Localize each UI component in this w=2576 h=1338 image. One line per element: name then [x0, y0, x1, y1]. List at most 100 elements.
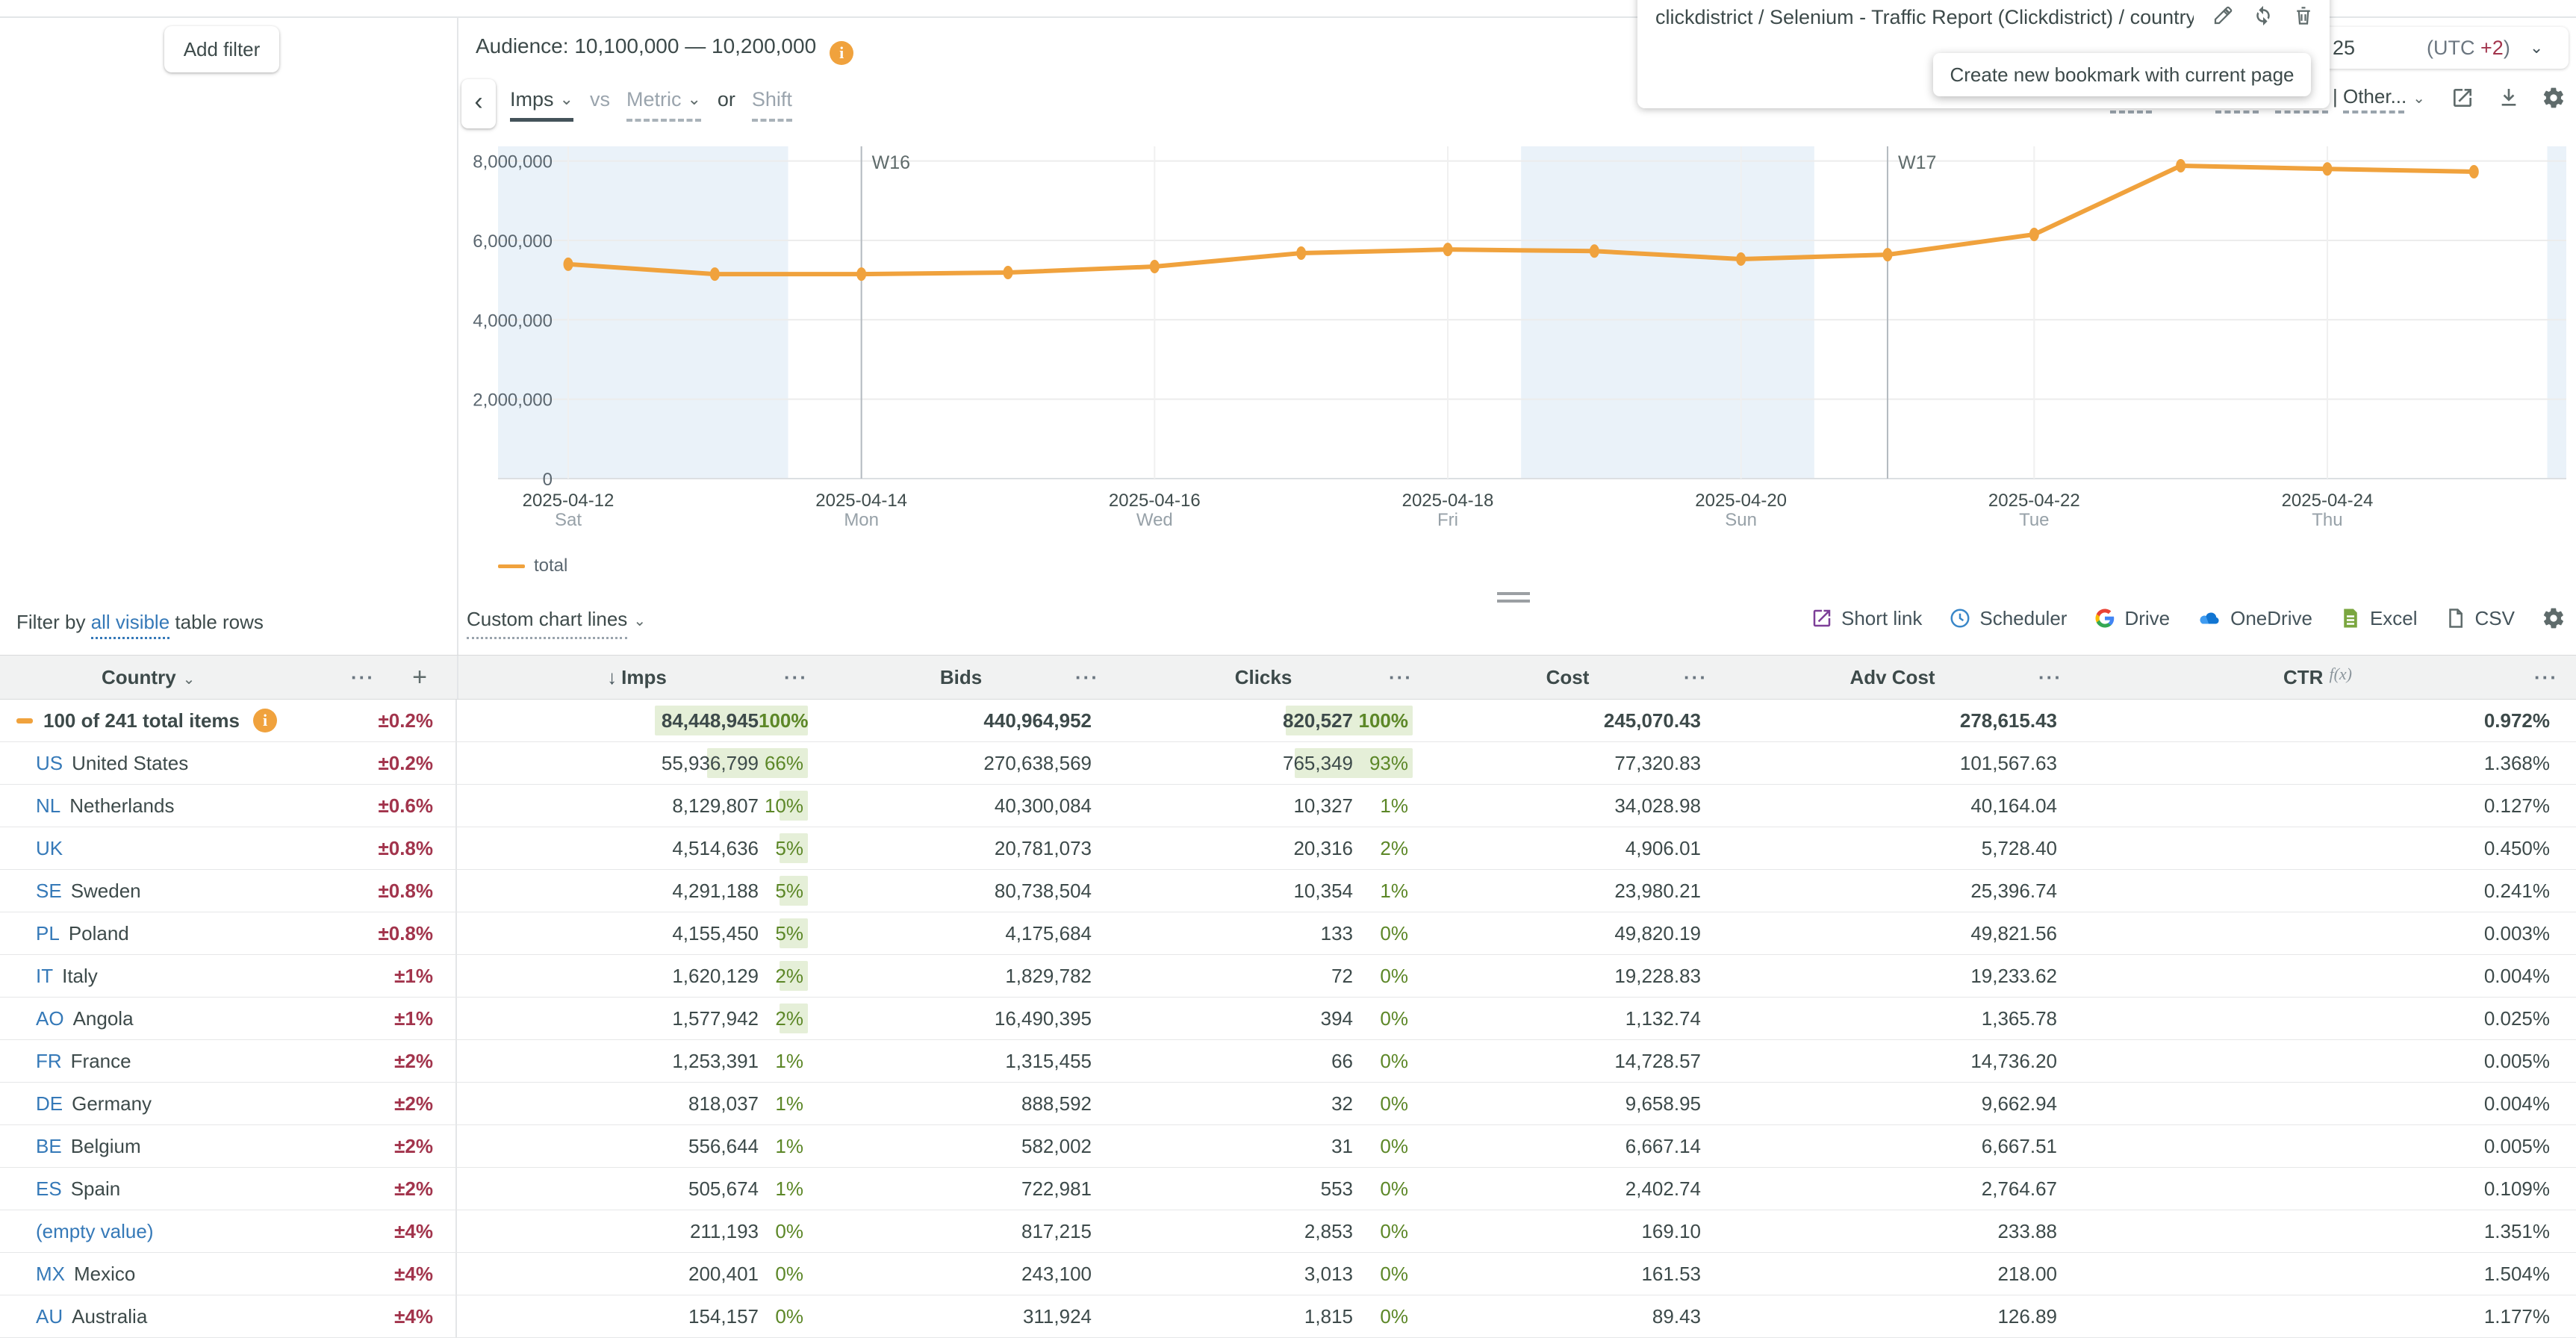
table-settings-button[interactable] [2542, 606, 2566, 630]
table-row[interactable]: FR France ±2% 1,253,391 1% 1,315,455 66 0% 14,72… [0, 1040, 2576, 1083]
data-point[interactable] [2029, 227, 2039, 241]
cell-country[interactable]: PL Poland ±0.8% [0, 912, 457, 954]
data-point[interactable] [563, 257, 573, 271]
edit-bookmark-button[interactable] [2212, 4, 2234, 31]
data-point[interactable] [1443, 243, 1453, 257]
imps-column-menu[interactable]: ··· [784, 665, 808, 688]
column-header-cost[interactable]: Cost ··· [1546, 665, 1708, 688]
table-row[interactable]: NL Netherlands ±0.6% 8,129,807 10% 40,300,084… [0, 785, 2576, 827]
chart-resize-handle[interactable] [1497, 592, 1530, 604]
data-point[interactable] [2468, 164, 2479, 178]
table-row[interactable]: MX Mexico ±4% 200,401 0% 243,100 3,013 0% 161.53… [0, 1253, 2576, 1295]
data-point[interactable] [1003, 266, 1013, 280]
column-header-ctr[interactable]: CTR f(x) ··· [2283, 664, 2558, 688]
table-row[interactable]: ES Spain ±2% 505,674 1% 722,981 553 0% 2,402.74 2… [0, 1168, 2576, 1210]
cell-country[interactable]: ES Spain ±2% [0, 1168, 457, 1210]
cell-clicks: 820,527 100% [1105, 700, 1419, 741]
table-row[interactable]: UK ±0.8% 4,514,636 5% 20,781,073 20,316 2% 4,90… [0, 827, 2576, 870]
cell-country[interactable]: BE Belgium ±2% [0, 1125, 457, 1167]
cell-cost: 169.10 [1641, 1219, 1701, 1242]
excel-export-button[interactable]: Excel [2339, 607, 2418, 630]
table-row[interactable]: BE Belgium ±2% 556,644 1% 582,002 31 0% 6,667.14… [0, 1125, 2576, 1168]
external-link-icon [1811, 607, 1833, 629]
clock-icon [1949, 607, 1971, 629]
cell-country[interactable]: UK ±0.8% [0, 827, 457, 869]
cell-country[interactable]: (empty value) ±4% [0, 1210, 457, 1252]
column-header-clicks[interactable]: Clicks ··· [1234, 665, 1413, 688]
google-drive-button[interactable]: Drive [2094, 607, 2170, 630]
bids-column-menu[interactable]: ··· [1075, 665, 1099, 688]
data-point[interactable] [856, 267, 867, 281]
tolerance-value: ±0.8% [378, 836, 433, 859]
column-header-bids[interactable]: Bids ··· [939, 665, 1099, 688]
country-column-menu[interactable]: ··· [351, 665, 375, 688]
series-line[interactable] [566, 163, 2477, 277]
table-row[interactable]: DE Germany ±2% 818,037 1% 888,592 32 0% 9,658.95… [0, 1083, 2576, 1125]
data-point[interactable] [1882, 248, 1893, 262]
traffic-line-chart[interactable]: 0 2,000,000 4,000,000 6,000,000 8,000,000 202… [457, 16, 2576, 599]
data-point[interactable] [1736, 252, 1746, 266]
other-metrics-dropdown[interactable]: | Other... ⌄ [2333, 85, 2426, 108]
back-button[interactable]: ‹ [461, 79, 496, 128]
open-in-new-icon[interactable] [2451, 86, 2474, 113]
cell-country[interactable]: AU Australia ±4% [0, 1295, 457, 1337]
info-icon[interactable]: i [830, 41, 854, 65]
short-link-button[interactable]: Short link [1811, 607, 1922, 630]
table-total-row[interactable]: 100 of 241 total items i ±0.2% 84,448,945 10… [0, 700, 2576, 742]
cell-country[interactable]: DE Germany ±2% [0, 1083, 457, 1124]
cell-country[interactable]: SE Sweden ±0.8% [0, 870, 457, 912]
data-point[interactable] [709, 267, 720, 281]
table-row[interactable]: IT Italy ±1% 1,620,129 2% 1,829,782 72 0% 19,228… [0, 955, 2576, 998]
date-range-selector[interactable]: 25 (UTC +2) ⌄ [2283, 27, 2569, 69]
add-filter-button[interactable]: Add filter [164, 26, 279, 72]
table-row[interactable]: US United States ±0.2% 55,936,799 66% 270,638… [0, 742, 2576, 785]
tolerance-value: ±2% [394, 1092, 433, 1115]
table-row[interactable]: SE Sweden ±0.8% 4,291,188 5% 80,738,504 10,354… [0, 870, 2576, 912]
cell-country[interactable]: US United States ±0.2% [0, 742, 457, 784]
clicks-column-menu[interactable]: ··· [1389, 665, 1413, 688]
ctr-column-menu[interactable]: ··· [2534, 665, 2558, 688]
data-point[interactable] [1149, 260, 1160, 274]
cell-imps: 84,448,945 100% [457, 700, 814, 741]
data-point[interactable] [1589, 244, 1599, 258]
cell-country[interactable]: IT Italy ±1% [0, 955, 457, 997]
cell-country[interactable]: FR France ±2% [0, 1040, 457, 1082]
gear-icon[interactable] [2542, 86, 2566, 113]
collapse-dash-icon[interactable] [16, 718, 33, 724]
scheduler-button[interactable]: Scheduler [1949, 607, 2067, 630]
adv-cost-column-menu[interactable]: ··· [2038, 665, 2062, 688]
custom-chart-lines-dropdown[interactable]: Custom chart lines ⌄ [467, 608, 646, 639]
cell-country[interactable]: NL Netherlands ±0.6% [0, 785, 457, 827]
cost-column-menu[interactable]: ··· [1684, 665, 1708, 688]
info-icon[interactable]: i [253, 709, 277, 732]
csv-export-button[interactable]: CSV [2445, 607, 2515, 630]
cell-country[interactable]: 100 of 241 total items i ±0.2% [0, 700, 457, 741]
cell-imps: 55,936,799 66% [457, 742, 814, 784]
compare-metric-dropdown[interactable]: Metric ⌄ [626, 88, 701, 122]
column-header-adv-cost[interactable]: Adv Cost ··· [1849, 665, 2062, 688]
cell-country[interactable]: MX Mexico ±4% [0, 1253, 457, 1295]
table-row[interactable]: AO Angola ±1% 1,577,942 2% 16,490,395 394 0% 1,1… [0, 998, 2576, 1040]
country-sort-control[interactable]: Country ⌄ [102, 665, 196, 688]
data-point[interactable] [2176, 158, 2186, 172]
create-bookmark-tooltip[interactable]: Create new bookmark with current page [1933, 53, 2311, 96]
onedrive-button[interactable]: OneDrive [2197, 607, 2312, 630]
all-visible-link[interactable]: all visible [90, 611, 170, 639]
data-point[interactable] [1296, 246, 1307, 260]
bookmark-title[interactable]: clickdistrict / Selenium - Traffic Repor… [1655, 6, 2194, 28]
table-row[interactable]: PL Poland ±0.8% 4,155,450 5% 4,175,684 133 0% 49… [0, 912, 2576, 955]
primary-metric-dropdown[interactable]: Imps ⌄ [510, 88, 573, 122]
download-icon[interactable] [2497, 86, 2521, 113]
cell-bids: 1,829,782 [1005, 964, 1092, 987]
table-row[interactable]: (empty value) ±4% 211,193 0% 817,215 2,853 0% 1… [0, 1210, 2576, 1253]
cell-country[interactable]: AO Angola ±1% [0, 998, 457, 1039]
data-point[interactable] [2322, 162, 2333, 176]
table-row[interactable]: AU Australia ±4% 154,157 0% 311,924 1,815 0% 89.… [0, 1295, 2576, 1338]
cell-imps: 818,037 1% [688, 1092, 803, 1115]
column-header-imps[interactable]: ↓ Imps ··· [607, 665, 808, 688]
delete-bookmark-button[interactable] [2292, 4, 2315, 31]
cell-clicks: 32 0% [1331, 1092, 1408, 1115]
add-column-button[interactable]: + [412, 662, 427, 691]
refresh-bookmark-button[interactable] [2252, 4, 2274, 31]
shift-option[interactable]: Shift [751, 88, 792, 122]
